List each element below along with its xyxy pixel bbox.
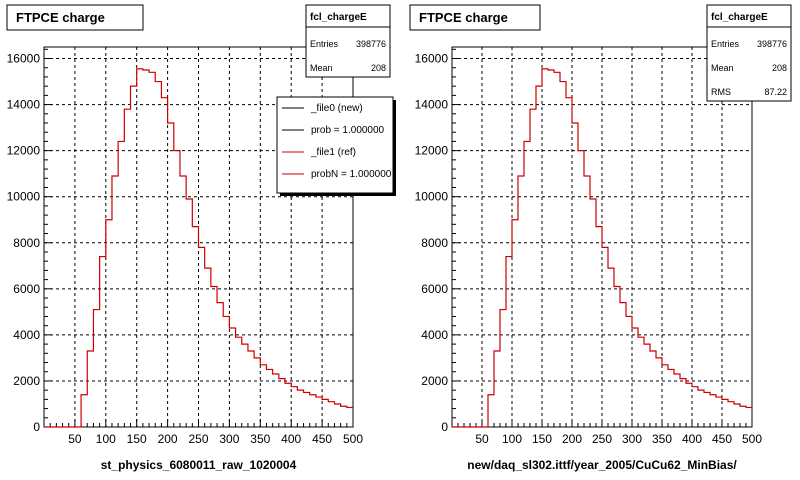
y-tick-label: 0 bbox=[441, 420, 448, 434]
x-tick-label: 100 bbox=[96, 432, 116, 446]
stats-value: 208 bbox=[772, 63, 787, 73]
stats-label: Entries bbox=[310, 39, 339, 49]
legend-entry: probN = 1.000000 bbox=[311, 169, 392, 180]
x-tick-label: 300 bbox=[622, 432, 642, 446]
x-tick-label: 200 bbox=[562, 432, 582, 446]
legend-entry: prob = 1.000000 bbox=[311, 125, 385, 136]
chart-panel-1: 50 100 150 200 250 300 350 400 450 500 0 2000 4000 60… bbox=[6, 4, 396, 472]
stats-box: fcl_chargeE Entries 398776 Mean 208 bbox=[305, 4, 391, 78]
x-tick-label: 50 bbox=[68, 432, 82, 446]
x-tick-label: 500 bbox=[742, 432, 762, 446]
y-tick-label: 10000 bbox=[415, 190, 449, 204]
x-tick-label: 400 bbox=[682, 432, 702, 446]
x-tick-label: 450 bbox=[712, 432, 732, 446]
x-tick-label: 450 bbox=[312, 432, 332, 446]
y-tick-label: 6000 bbox=[13, 282, 40, 296]
x-tick-label: 350 bbox=[652, 432, 672, 446]
x-tick-label: 50 bbox=[475, 432, 489, 446]
stats-value: 87.22 bbox=[764, 87, 787, 97]
x-tick-label: 200 bbox=[158, 432, 178, 446]
x-tick-label: 500 bbox=[343, 432, 363, 446]
x-tick-label: 100 bbox=[502, 432, 522, 446]
y-tick-label: 10000 bbox=[7, 190, 41, 204]
stats-label: RMS bbox=[711, 87, 731, 97]
y-tick-label: 14000 bbox=[7, 98, 41, 112]
stats-frame bbox=[706, 4, 792, 102]
y-tick-label: 16000 bbox=[7, 52, 41, 66]
stats-label: Mean bbox=[711, 63, 734, 73]
histogram-series bbox=[452, 68, 752, 428]
stats-value: 208 bbox=[371, 63, 386, 73]
y-tick-label: 4000 bbox=[421, 328, 448, 342]
stats-label: Entries bbox=[711, 39, 740, 49]
x-axis-label: st_physics_6080011_raw_1020004 bbox=[101, 458, 297, 472]
legend-frame bbox=[276, 96, 394, 194]
y-tick-label: 2000 bbox=[13, 374, 40, 388]
y-tick-label: 0 bbox=[33, 420, 40, 434]
y-tick-label: 8000 bbox=[421, 236, 448, 250]
chart-title: FTPCE charge bbox=[419, 10, 508, 25]
title-box bbox=[6, 4, 144, 31]
legend-entry: _file0 (new) bbox=[310, 103, 363, 114]
stats-value: 398776 bbox=[356, 39, 386, 49]
y-tick-label: 12000 bbox=[415, 144, 449, 158]
chart-panel-2: 50 100 150 200 250 300 350 400 450 500 0 2000 4000 60… bbox=[409, 4, 792, 472]
stats-name: fcl_chargeE bbox=[310, 12, 367, 23]
y-tick-label: 8000 bbox=[13, 236, 40, 250]
y-tick-label: 14000 bbox=[415, 98, 449, 112]
y-tick-label: 6000 bbox=[421, 282, 448, 296]
histogram-series bbox=[44, 68, 353, 428]
stats-label: Mean bbox=[310, 63, 333, 73]
x-tick-label: 250 bbox=[188, 432, 208, 446]
x-tick-label: 150 bbox=[532, 432, 552, 446]
y-tick-label: 12000 bbox=[7, 144, 41, 158]
y-tick-label: 2000 bbox=[421, 374, 448, 388]
stats-name: fcl_chargeE bbox=[711, 12, 768, 23]
stats-frame bbox=[305, 4, 391, 78]
x-tick-label: 350 bbox=[250, 432, 270, 446]
x-tick-label: 300 bbox=[219, 432, 239, 446]
x-axis-label: new/daq_sl302.ittf/year_2005/CuCu62_MinB… bbox=[467, 458, 737, 472]
x-tick-label: 250 bbox=[592, 432, 612, 446]
x-tick-label: 400 bbox=[281, 432, 301, 446]
x-tick-label: 150 bbox=[127, 432, 147, 446]
chart-title: FTPCE charge bbox=[16, 10, 105, 25]
legend-entry: _file1 (ref) bbox=[310, 147, 356, 158]
title-box bbox=[409, 4, 541, 31]
legend: _file0 (new) prob = 1.000000 _file1 (ref) p… bbox=[276, 96, 396, 196]
stats-box: fcl_chargeE Entries 398776 Mean 208 RMS 87.22 bbox=[706, 4, 792, 102]
y-tick-label: 16000 bbox=[415, 52, 449, 66]
stats-value: 398776 bbox=[757, 39, 787, 49]
y-tick-label: 4000 bbox=[13, 328, 40, 342]
